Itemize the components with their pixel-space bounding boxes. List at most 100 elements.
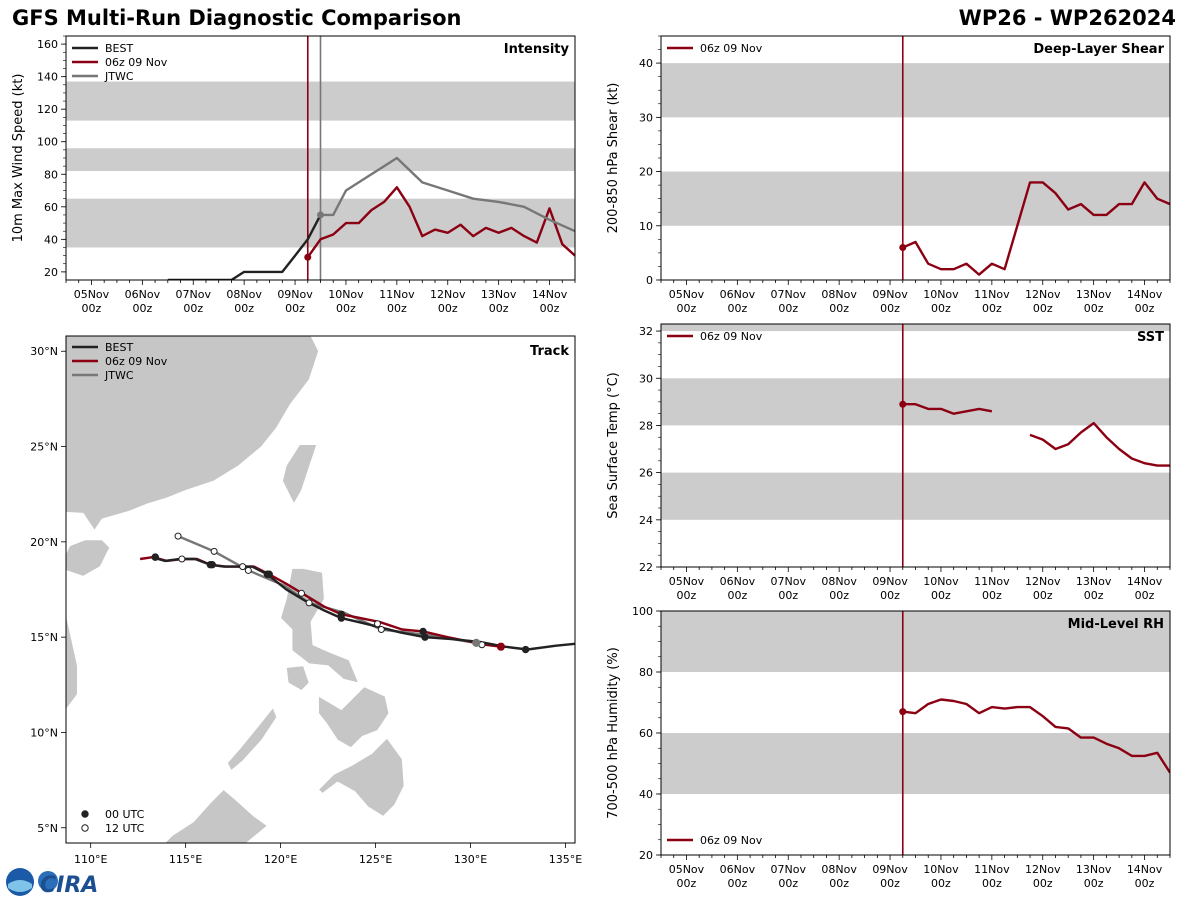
x-tick-label: 08Nov	[821, 575, 857, 588]
legend-label: 12 UTC	[105, 822, 145, 835]
x-tick-label: 10Nov	[923, 575, 959, 588]
land-hainan	[66, 539, 111, 577]
band	[661, 611, 1170, 672]
band	[661, 472, 1170, 520]
x-tick-label: 00z	[677, 589, 697, 602]
storm-id: WP26 - WP262024	[958, 6, 1176, 30]
land-palawan	[226, 706, 278, 772]
series-line-run	[902, 403, 993, 415]
x-tick-label: 08Nov	[821, 863, 857, 876]
series-line-best	[167, 214, 322, 280]
x-tick-label: 00z	[727, 302, 747, 315]
x-tick-label: 00z	[387, 302, 407, 315]
track-marker-best	[521, 645, 530, 654]
x-tick-label: 00z	[931, 302, 951, 315]
series-group	[902, 403, 1170, 467]
y-tick-label: 140	[37, 71, 58, 84]
x-tick-label: 00z	[132, 302, 152, 315]
y-tick-label: 22	[639, 561, 653, 574]
plot-frame	[660, 323, 1171, 568]
panel-shear: 05Nov00z06Nov00z07Nov00z08Nov00z09Nov00z…	[606, 35, 1171, 315]
x-tick-label: 11Nov	[974, 575, 1010, 588]
track-marker-best	[208, 561, 216, 569]
x-tick-label: 00z	[1135, 302, 1155, 315]
y-tick-label: 40	[639, 57, 653, 70]
x-tick-label: 125°E	[359, 853, 392, 866]
x-tick-label: 120°E	[264, 853, 297, 866]
y-tick-label: 20	[639, 166, 653, 179]
x-tick-label: 00z	[677, 877, 697, 890]
x-tick-label: 00z	[285, 302, 305, 315]
panel-rh: 05Nov00z06Nov00z07Nov00z08Nov00z09Nov00z…	[606, 605, 1171, 890]
series-line-run	[902, 181, 1170, 276]
y-tick-label: 30°N	[30, 345, 58, 358]
x-tick-label: 12Nov	[430, 288, 466, 301]
track-marker-jtwc	[174, 532, 182, 540]
panel-intensity: 05Nov00z06Nov00z07Nov00z08Nov00z09Nov00z…	[11, 35, 576, 315]
x-tick-label: 10Nov	[923, 288, 959, 301]
panel-title: Deep-Layer Shear	[1033, 42, 1164, 57]
land-china	[66, 336, 320, 532]
x-tick-label: 06Nov	[720, 863, 756, 876]
x-tick-label: 00z	[1033, 877, 1053, 890]
land-mindoro	[285, 665, 310, 691]
x-tick-label: 10Nov	[923, 863, 959, 876]
land-visayas	[318, 686, 390, 749]
y-axis-label: 10m Max Wind Speed (kt)	[11, 74, 26, 243]
track-marker-jtwc	[305, 599, 313, 607]
x-tick-label: 08Nov	[821, 288, 857, 301]
y-tick-label: 10	[639, 220, 653, 233]
band	[661, 63, 1170, 118]
x-tick-label: 00z	[1084, 302, 1104, 315]
track-marker-best	[421, 633, 429, 641]
x-tick-label: 13Nov	[1076, 863, 1112, 876]
x-tick-label: 00z	[829, 589, 849, 602]
y-tick-label: 20	[44, 266, 58, 279]
x-tick-label: 135°E	[549, 853, 582, 866]
jtwc-init-point	[317, 211, 324, 219]
band	[661, 171, 1170, 226]
x-tick-label: 06Nov	[720, 575, 756, 588]
series-line-run	[1029, 421, 1170, 467]
y-tick-label: 30	[639, 372, 653, 385]
x-tick-label: 12Nov	[1025, 863, 1061, 876]
x-tick-label: 00z	[880, 302, 900, 315]
legend-label: 06z 09 Nov	[700, 42, 763, 55]
y-tick-label: 26	[639, 467, 653, 480]
init-point	[899, 400, 907, 408]
track-marker-jtwc	[239, 563, 247, 571]
x-tick-label: 00z	[982, 589, 1002, 602]
series-line-jtwc	[320, 156, 575, 233]
x-tick-label: 00z	[1135, 877, 1155, 890]
track-marker-best	[263, 570, 272, 578]
track-marker-best	[337, 614, 346, 622]
series-line-run	[902, 698, 1170, 774]
x-tick-label: 14Nov	[1127, 288, 1163, 301]
x-tick-label: 00z	[438, 302, 458, 315]
legend-marker	[81, 824, 89, 832]
x-tick-label: 05Nov	[669, 863, 705, 876]
legend-label: JTWC	[104, 70, 134, 83]
init-point	[899, 243, 907, 251]
y-tick-label: 28	[639, 419, 653, 432]
logo-text: CIRA	[40, 873, 98, 898]
legend-marker	[81, 810, 89, 818]
y-axis-label: 200-850 hPa Shear (kt)	[606, 83, 621, 234]
track-marker-jtwc	[373, 620, 381, 628]
band	[661, 733, 1170, 794]
legend-label: 06z 09 Nov	[105, 355, 168, 368]
y-tick-label: 15°N	[30, 631, 58, 644]
x-tick-label: 00z	[931, 877, 951, 890]
legend-label: 06z 09 Nov	[700, 330, 763, 343]
land-mindanao	[318, 737, 405, 817]
x-tick-label: 00z	[1033, 589, 1053, 602]
y-tick-label: 80	[639, 666, 653, 679]
y-tick-label: 40	[639, 788, 653, 801]
track-marker-jtwc	[244, 566, 252, 574]
y-tick-label: 20	[639, 849, 653, 862]
y-tick-label: 25°N	[30, 441, 58, 454]
legend-label: BEST	[105, 341, 133, 354]
track-marker-jtwc	[210, 547, 218, 555]
x-tick-label: 00z	[982, 302, 1002, 315]
x-tick-label: 00z	[778, 302, 798, 315]
